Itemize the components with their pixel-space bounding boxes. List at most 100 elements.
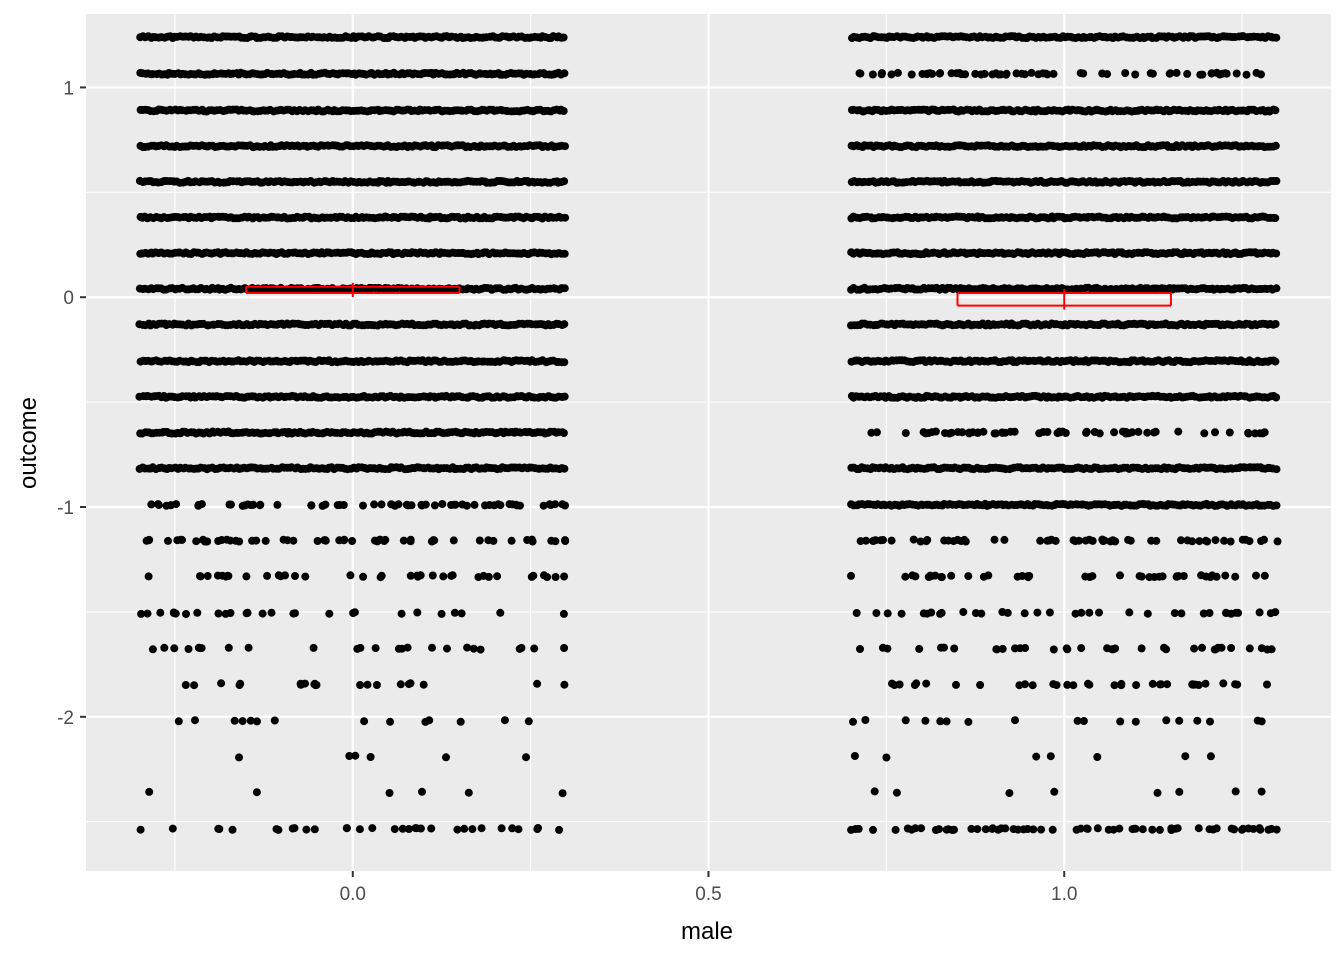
data-point <box>191 716 199 725</box>
data-point <box>560 249 569 258</box>
data-point <box>1221 571 1230 580</box>
data-point <box>309 643 318 652</box>
data-point <box>1151 427 1160 436</box>
data-point <box>529 571 538 580</box>
x-tick-label: 0.0 <box>340 884 366 905</box>
data-point <box>1145 573 1154 582</box>
data-point <box>560 464 569 473</box>
data-point <box>1209 825 1218 834</box>
data-point <box>1244 428 1253 437</box>
data-point <box>261 536 270 545</box>
data-point <box>1117 681 1126 690</box>
data-point <box>1116 717 1125 726</box>
data-point <box>428 643 436 652</box>
data-point <box>1222 69 1231 78</box>
data-point <box>1104 825 1113 834</box>
data-point <box>1045 608 1054 617</box>
data-point <box>224 643 233 652</box>
data-point <box>940 643 948 652</box>
data-point <box>1195 537 1204 546</box>
data-point <box>1132 681 1141 690</box>
data-point <box>1245 644 1254 653</box>
data-point <box>976 681 985 689</box>
data-point <box>370 500 379 509</box>
data-point <box>302 825 311 834</box>
data-point <box>1148 825 1157 834</box>
x-tick-label: 0.5 <box>695 884 721 905</box>
data-point <box>164 536 172 545</box>
data-points <box>135 32 1282 834</box>
data-point <box>359 501 367 510</box>
data-point <box>561 142 569 151</box>
data-point <box>447 571 456 580</box>
data-point <box>543 573 552 582</box>
data-point <box>258 609 267 618</box>
data-point <box>396 680 405 689</box>
data-point <box>398 644 406 653</box>
data-point <box>1225 428 1234 437</box>
data-point <box>1137 644 1146 653</box>
data-point <box>307 501 316 510</box>
data-point <box>1082 428 1091 437</box>
data-point <box>312 681 321 689</box>
data-point <box>560 177 569 186</box>
data-point <box>1242 70 1251 79</box>
data-point <box>147 500 156 509</box>
data-point <box>484 536 493 545</box>
data-point <box>560 572 569 581</box>
data-point <box>1077 644 1086 653</box>
data-point <box>924 429 933 437</box>
data-point <box>551 573 560 581</box>
data-point <box>377 500 386 509</box>
data-point <box>916 537 925 546</box>
data-point <box>530 644 539 653</box>
data-point <box>922 679 931 688</box>
data-point <box>887 536 896 545</box>
data-point <box>143 609 152 618</box>
data-point <box>1023 825 1032 833</box>
data-point <box>1143 609 1152 618</box>
data-point <box>279 535 288 544</box>
data-point <box>270 716 279 725</box>
data-point <box>1222 608 1230 617</box>
data-point <box>1175 716 1184 725</box>
data-point <box>366 753 375 761</box>
data-point <box>1084 679 1092 688</box>
data-point <box>1062 644 1071 653</box>
data-point <box>560 284 569 293</box>
data-point <box>479 571 488 580</box>
data-point <box>507 536 516 545</box>
data-point <box>1165 69 1174 78</box>
data-point <box>1021 680 1029 689</box>
data-point <box>1172 68 1181 77</box>
data-point <box>226 609 235 617</box>
data-point <box>413 608 422 617</box>
data-point <box>1049 645 1058 654</box>
data-point <box>869 825 877 834</box>
data-point <box>1263 680 1271 689</box>
data-point <box>1023 572 1032 581</box>
data-point <box>551 537 560 546</box>
data-point <box>997 824 1006 833</box>
data-point <box>1252 68 1261 77</box>
data-point <box>523 536 532 544</box>
data-point <box>512 500 520 509</box>
data-point <box>238 717 247 726</box>
data-point <box>1162 645 1171 654</box>
data-point <box>1267 645 1276 654</box>
data-point <box>453 825 462 834</box>
data-point <box>1147 536 1156 545</box>
data-point <box>1167 824 1176 833</box>
data-point <box>1197 571 1206 580</box>
data-point <box>416 824 425 833</box>
data-point <box>1153 788 1162 797</box>
major-grid <box>86 14 1331 871</box>
data-point <box>1211 428 1219 437</box>
data-point <box>249 500 257 509</box>
data-point <box>497 824 506 833</box>
data-point <box>252 788 261 797</box>
data-point <box>496 608 505 617</box>
data-point <box>181 681 190 689</box>
data-point <box>142 536 151 545</box>
